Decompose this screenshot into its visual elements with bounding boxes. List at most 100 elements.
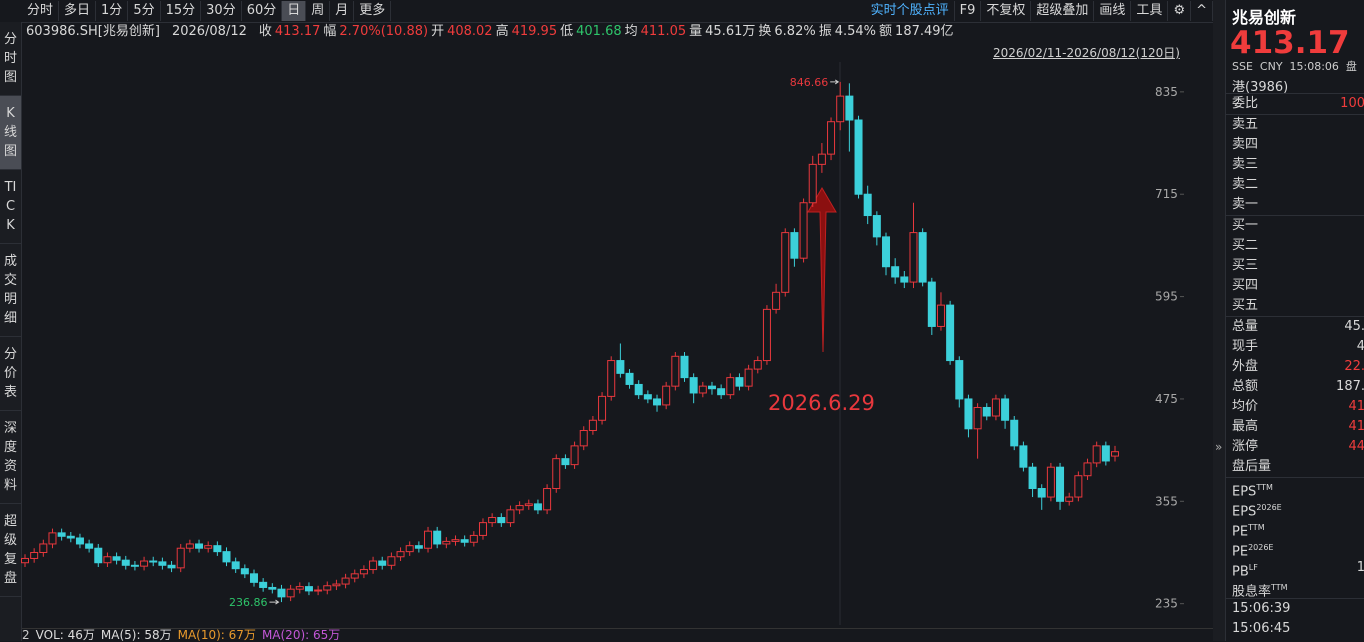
tab-label: 超级复盘 [4, 514, 18, 586]
side-tab[interactable]: 成交明细 [0, 244, 21, 337]
side-tab[interactable]: K线图 [0, 96, 21, 170]
collapse-bar[interactable]: » [1213, 0, 1225, 641]
chart: 2026.6.29 235 355 475 595 715 835 846.66 236.86 [21, 62, 1184, 625]
row-label: 涨停 [1232, 439, 1259, 454]
candle-body [1019, 445, 1028, 468]
candle-body [488, 517, 497, 524]
tool-button[interactable]: 不复权 [981, 1, 1032, 21]
row-label: 卖四 [1232, 137, 1259, 152]
candle-body [405, 545, 414, 553]
candle-body [75, 537, 84, 545]
period-button[interactable]: 周 [306, 1, 331, 21]
row-value: 22. [1344, 359, 1364, 374]
quote-field: 4.54% [834, 24, 877, 39]
quote-field: 额 [879, 24, 893, 39]
quote-panel: 兆易创新 413.17 SSE CNY 15:08:06 盘港(3986) 委比 100… [1225, 0, 1364, 641]
candle-body [240, 568, 249, 575]
candle-body [689, 377, 698, 394]
side-tab[interactable]: TICK [0, 170, 21, 244]
tool-button[interactable]: 超级叠加 [1031, 1, 1095, 21]
quote-row: 买二 [1226, 236, 1364, 256]
period-button[interactable]: 月 [330, 1, 355, 21]
candle-body [790, 232, 799, 259]
period-button[interactable]: 更多 [354, 1, 392, 21]
tool-button[interactable]: 实时个股点评 [866, 1, 955, 21]
candle-body [1037, 488, 1046, 498]
candle-body [222, 551, 231, 563]
candle-body [836, 95, 845, 123]
candle-body [927, 281, 936, 327]
trade-time: 15:06:45 [1232, 621, 1291, 636]
candle-body [946, 304, 955, 362]
quote-field: 开 [431, 24, 445, 39]
row-label: 现手 [1232, 339, 1259, 354]
period-button[interactable]: 5分 [128, 1, 161, 21]
tool-button[interactable]: F9 [955, 1, 982, 21]
tool-button[interactable]: 画线 [1094, 1, 1132, 21]
candle-body [955, 360, 964, 400]
row-label: 委比 [1232, 96, 1259, 111]
row-label: 盘后量 [1232, 459, 1272, 474]
y-tick-label: 595 [1155, 290, 1178, 304]
row-value: 41 [1348, 399, 1364, 414]
row-label: 卖二 [1232, 177, 1259, 192]
candle-body [387, 556, 396, 566]
row-value: 100 [1340, 96, 1364, 111]
period-button[interactable]: 分时 [22, 1, 60, 21]
stock-meta: SSE CNY 15:08:06 盘 [1232, 60, 1357, 73]
side-tab[interactable]: 深度资料 [0, 411, 21, 504]
candle-body [772, 291, 781, 310]
min-pointer [269, 599, 280, 605]
period-button[interactable]: 60分 [242, 1, 283, 21]
period-button[interactable]: 1分 [96, 1, 129, 21]
candle-body [1056, 466, 1065, 502]
quote-row: 涨停 44 [1226, 437, 1364, 457]
side-tab[interactable]: 分时图 [0, 22, 21, 96]
quote-row: 卖三 [1226, 155, 1364, 175]
candle-body [570, 445, 579, 466]
settings-icon[interactable]: ⚙ [1168, 1, 1192, 21]
period-button[interactable]: 多日 [59, 1, 97, 21]
quote-field: 幅 [323, 24, 337, 39]
period-button[interactable]: 15分 [161, 1, 202, 21]
candle-body [918, 232, 927, 283]
max-pointer [830, 79, 840, 85]
candle-body [469, 534, 478, 543]
period-button[interactable]: 30分 [201, 1, 242, 21]
candle-body [140, 560, 149, 567]
candle-body [176, 547, 185, 569]
candle-body [314, 589, 323, 592]
candle-body [442, 540, 451, 545]
candle-body [552, 458, 561, 490]
quote-row: 总额 187. [1226, 377, 1364, 397]
quote-row: 买四 [1226, 276, 1364, 296]
side-tab[interactable]: 分价表 [0, 337, 21, 411]
candle-body [1065, 496, 1074, 502]
candle-body [332, 583, 341, 587]
quote-field: 振 [818, 24, 832, 39]
volume-legend: 2 VOL: 46万 MA(5): 58万 MA(10): 67万 MA(20): 65… [22, 628, 1213, 642]
range-label[interactable]: 2026/02/11-2026/08/12(120日) [993, 46, 1180, 60]
candle-body [66, 535, 75, 539]
row-label: 卖三 [1232, 157, 1259, 172]
row-label: 总量 [1232, 319, 1259, 334]
quote-field: 2026/08/12 [171, 24, 247, 39]
candle-body [900, 276, 909, 283]
quote-field: 量 [689, 24, 703, 39]
candle-body [653, 398, 662, 406]
quote-field: 411.05 [640, 24, 687, 39]
quote-row: 买五 [1226, 296, 1364, 317]
stock-price: 413.17 [1230, 25, 1350, 61]
candle-body [735, 377, 744, 387]
collapse-icon[interactable]: ^ [1191, 1, 1213, 21]
candle-body [588, 419, 597, 432]
period-button[interactable]: 日 [282, 1, 307, 21]
side-tab[interactable]: 超级复盘 [0, 504, 21, 597]
candle-body [21, 557, 29, 564]
candle-body [744, 368, 753, 387]
tool-button[interactable]: 工具 [1131, 1, 1169, 21]
quote-row: 卖二 [1226, 175, 1364, 195]
candle-body [378, 560, 387, 566]
hk-link[interactable]: 港(3986) [1226, 74, 1364, 95]
candle-body [304, 586, 313, 592]
